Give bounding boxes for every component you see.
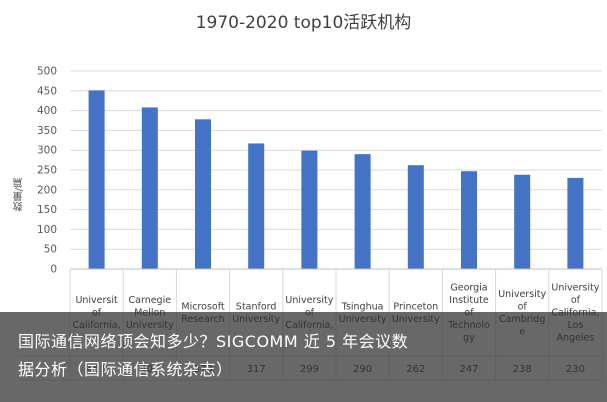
caption-line-2: 据分析（国际通信系统杂志） [18, 360, 233, 379]
x-category-label: of [571, 295, 581, 306]
x-category-label: Georgia [450, 283, 487, 294]
x-category-label: of [518, 301, 528, 312]
y-tick-label: 350 [37, 125, 57, 137]
x-category-label: Carnegie [129, 295, 172, 306]
y-tick-label: 200 [37, 184, 57, 196]
caption-overlay: 国际通信网络顶会知多少？SIGCOMM 近 5 年会议数 据分析（国际通信系统杂… [0, 312, 607, 402]
bar [301, 150, 318, 269]
y-tick-label: 0 [50, 264, 57, 276]
bar [88, 90, 105, 270]
bar [461, 171, 477, 269]
chart-title: 1970-2020 top10活跃机构 [195, 13, 412, 33]
y-tick-label: 50 [44, 244, 57, 256]
x-category-label: Universit [75, 295, 118, 306]
bar [195, 119, 211, 269]
x-category-label: Stanford [236, 301, 277, 312]
bar [141, 107, 158, 269]
y-tick-label: 400 [37, 105, 57, 117]
y-tick-label: 500 [37, 66, 57, 78]
bar [567, 177, 584, 269]
bar [407, 165, 424, 269]
x-category-label: University [285, 295, 333, 306]
caption-line-1: 国际通信网络顶会知多少？SIGCOMM 近 5 年会议数 [18, 332, 409, 351]
y-tick-label: 300 [37, 145, 57, 157]
x-category-label: Tsinghua [341, 301, 384, 312]
y-tick-label: 150 [37, 204, 57, 216]
bar [514, 174, 531, 269]
y-tick-label: 250 [37, 165, 57, 177]
x-category-label: Institute [449, 295, 489, 306]
y-tick-label: 450 [37, 85, 57, 97]
x-category-label: University [551, 283, 599, 294]
bar [354, 154, 371, 269]
bar [248, 143, 265, 269]
x-category-label: Microsoft [181, 301, 225, 312]
x-category-label: University [498, 289, 546, 300]
x-category-label: Princeton [393, 301, 438, 312]
caption-text: 国际通信网络顶会知多少？SIGCOMM 近 5 年会议数 据分析（国际通信系统杂… [18, 328, 488, 384]
y-tick-label: 100 [37, 224, 57, 236]
